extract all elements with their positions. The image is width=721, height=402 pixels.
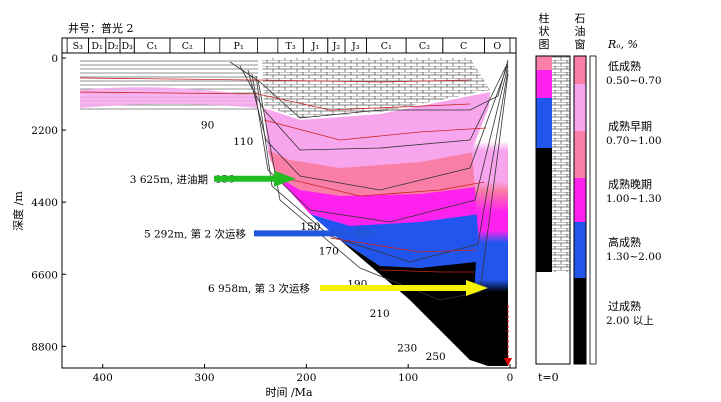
x-axis-label: 时间 /Ma bbox=[265, 386, 312, 399]
stratum-label: D₃ bbox=[121, 41, 133, 52]
legend-zone-range: 0.50~0.70 bbox=[606, 75, 662, 87]
chart-title: 井号：普光 2 bbox=[68, 21, 134, 35]
x-tick-label: 400 bbox=[93, 372, 113, 384]
x-tick-label: 0 bbox=[507, 372, 514, 384]
legend-zone-range: 2.00 以上 bbox=[606, 315, 654, 327]
burial-curves bbox=[229, 59, 509, 301]
pink-wedge bbox=[264, 92, 490, 168]
stratum-label: J₃ bbox=[351, 41, 360, 52]
stratum-label: C bbox=[460, 41, 467, 52]
isotherm-label: 150 bbox=[300, 221, 320, 233]
stratum-label: J₂ bbox=[332, 41, 341, 52]
legend-zone-range: 1.00~1.30 bbox=[606, 193, 662, 205]
y-tick-label: 2200 bbox=[31, 125, 58, 137]
oil-window-segment bbox=[574, 222, 586, 278]
isotherm-label: 110 bbox=[233, 136, 253, 148]
stratum-label: D₂ bbox=[107, 41, 119, 52]
y-tick-label: 8800 bbox=[31, 341, 58, 353]
event-label: 6 958m, 第 3 次运移 bbox=[208, 282, 311, 295]
isotherm-label: 230 bbox=[397, 342, 417, 354]
ro-header: Rₒ, % bbox=[607, 38, 638, 51]
legend-zone-name: 低成熟 bbox=[608, 59, 641, 73]
lithology-column: 柱 状 图 t=0 bbox=[535, 11, 571, 384]
oil-window-segment bbox=[574, 56, 586, 84]
event-arrow bbox=[320, 279, 488, 296]
window-header-3: 窗 bbox=[575, 37, 586, 51]
salmon-wedge bbox=[268, 150, 486, 196]
y-tick-label: 4400 bbox=[31, 197, 58, 209]
ro-boundaries bbox=[79, 77, 487, 273]
black-wedge bbox=[340, 240, 476, 360]
stratum-label: S₃ bbox=[73, 41, 84, 52]
migration-events: 3 625m, 进油期 5 292m, 第 2 次运移 6 958m, 第 3 次运… bbox=[130, 170, 488, 296]
legend-zone-name: 高成熟 bbox=[608, 235, 641, 249]
oil-window-segment bbox=[574, 131, 586, 178]
event-arrow bbox=[214, 170, 296, 187]
stratum-label: C₂ bbox=[419, 41, 430, 52]
t0-label: t=0 bbox=[538, 371, 559, 384]
stratum-label: P₁ bbox=[234, 41, 244, 52]
oil-window-segment bbox=[574, 178, 586, 222]
legend-zone-range: 1.30~2.00 bbox=[606, 251, 662, 263]
x-axis: 400 300 200 100 0 bbox=[62, 364, 516, 384]
stratum-label: D₁ bbox=[91, 41, 103, 52]
magenta-wedge bbox=[276, 176, 484, 226]
stratum-label: T₃ bbox=[286, 41, 296, 52]
carbonate-layer bbox=[262, 58, 490, 118]
stratum-label: C₁ bbox=[381, 41, 392, 52]
event-label: 3 625m, 进油期 bbox=[130, 173, 208, 186]
stratum-label: J₁ bbox=[311, 41, 320, 52]
stratum-label: O bbox=[493, 41, 501, 52]
x-tick-label: 100 bbox=[398, 372, 418, 384]
stratum-label: C₁ bbox=[147, 41, 158, 52]
legend-zone-name: 过成熟 bbox=[608, 299, 641, 313]
ro-legend: Rₒ, % 低成熟 0.50~0.70 成熟早期 0.70~1.00 成熟晚期 1.00~… bbox=[606, 38, 662, 327]
oil-window-segment bbox=[574, 84, 586, 131]
legend-zone-range: 0.70~1.00 bbox=[606, 135, 662, 147]
x-tick-label: 300 bbox=[195, 372, 215, 384]
y-axis-label: 深度 /m bbox=[11, 191, 25, 231]
column-header-1: 柱 bbox=[539, 11, 550, 25]
y-tick-label: 6600 bbox=[31, 269, 58, 281]
isotherm-label: 210 bbox=[370, 308, 390, 320]
window-header-2: 油 bbox=[575, 24, 586, 38]
isotherm-label: 170 bbox=[319, 246, 339, 258]
y-tick-label: 0 bbox=[51, 53, 58, 65]
window-header-1: 石 bbox=[575, 12, 586, 25]
event-arrow bbox=[254, 225, 378, 242]
column-header-3: 图 bbox=[539, 38, 550, 51]
event-label: 5 292m, 第 2 次运移 bbox=[144, 227, 247, 240]
column-header-2: 状 bbox=[539, 24, 550, 38]
legend-zone-name: 成熟早期 bbox=[608, 119, 652, 133]
legend-zone-name: 成熟晚期 bbox=[608, 177, 652, 191]
y-axis: 0 2200 4400 6600 8800 bbox=[31, 53, 66, 353]
isotherm-label: 90 bbox=[201, 119, 214, 131]
x-tick-label: 200 bbox=[296, 372, 316, 384]
strata-band: S₃ D₁ D₂ D₃ C₁ C₂ P₁ T₃ J₁ J₂ J₃ C₁ C₂ C O bbox=[66, 38, 511, 53]
isotherm-label: 250 bbox=[426, 351, 446, 363]
oil-window-segment bbox=[574, 278, 586, 364]
oil-window-column: 石 油 窗 bbox=[573, 12, 597, 365]
stratum-label: C₂ bbox=[182, 41, 193, 52]
